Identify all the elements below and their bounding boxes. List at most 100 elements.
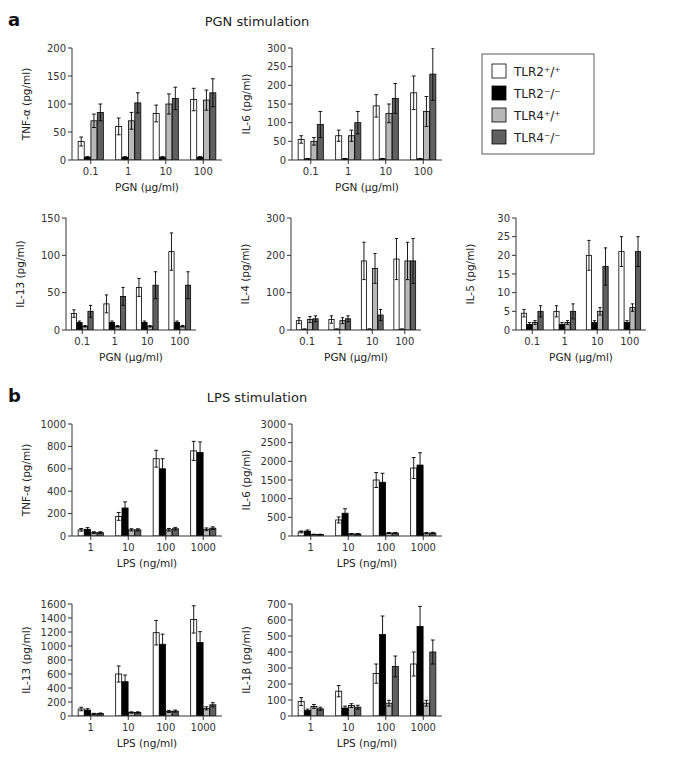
legend-swatch bbox=[492, 64, 506, 78]
y-tick bbox=[288, 480, 292, 481]
legend-label: TLR4⁺/⁺ bbox=[513, 109, 561, 123]
error-bar bbox=[299, 698, 303, 706]
y-tick-label: 3000 bbox=[261, 419, 286, 430]
error-bar bbox=[136, 712, 140, 713]
error-bar bbox=[186, 272, 189, 299]
bar bbox=[160, 644, 166, 716]
y-axis-label: IL-4 (pg/ml) bbox=[239, 244, 251, 305]
y-tick-label: 50 bbox=[53, 127, 66, 138]
y-tick bbox=[288, 85, 292, 86]
x-tick bbox=[310, 716, 311, 720]
error-bar bbox=[425, 700, 429, 706]
error-bar bbox=[79, 528, 83, 531]
y-tick-label: 5 bbox=[504, 306, 510, 317]
x-tick-label: 1 bbox=[308, 722, 314, 733]
error-bar bbox=[330, 316, 333, 323]
error-bar bbox=[412, 652, 416, 676]
error-bar bbox=[387, 700, 391, 706]
error-bar bbox=[79, 707, 83, 711]
error-bar bbox=[79, 137, 83, 146]
y-tick bbox=[512, 255, 516, 256]
error-bar bbox=[299, 531, 303, 533]
x-axis-line bbox=[292, 536, 442, 537]
x-tick bbox=[385, 716, 386, 720]
y-tick bbox=[288, 48, 292, 49]
error-bar bbox=[98, 713, 102, 714]
panel-label: b bbox=[8, 385, 21, 406]
y-tick-label: 200 bbox=[47, 508, 66, 519]
bar bbox=[97, 533, 103, 536]
x-axis-label: PGN (μg/ml) bbox=[99, 351, 163, 363]
x-tick bbox=[203, 160, 204, 164]
error-bar bbox=[411, 239, 414, 284]
error-bar bbox=[170, 233, 173, 270]
y-tick-label: 800 bbox=[47, 655, 66, 666]
figure: PGN stimulationa0501001502000.1110100PGN… bbox=[0, 0, 700, 772]
y-axis-label: IL-13 (pg/ml) bbox=[14, 240, 26, 307]
x-axis-line bbox=[516, 330, 646, 331]
error-bar bbox=[431, 640, 435, 664]
x-axis-label: PGN (μg/ml) bbox=[324, 351, 388, 363]
chart: 020040060080010001200140016001101001000L… bbox=[20, 599, 222, 750]
error-bar bbox=[306, 158, 310, 160]
y-tick bbox=[287, 330, 291, 331]
error-bar bbox=[374, 95, 378, 117]
error-bar bbox=[593, 321, 596, 325]
bar bbox=[191, 451, 197, 536]
x-tick bbox=[532, 330, 533, 334]
error-bar bbox=[318, 111, 322, 137]
y-tick-label: 2500 bbox=[261, 437, 286, 448]
x-tick-label: 10 bbox=[122, 722, 135, 733]
chart: 0501001500.1110100PGN (μg/ml)IL-13 (pg/m… bbox=[14, 213, 196, 364]
y-tick bbox=[68, 646, 72, 647]
error-bar bbox=[312, 704, 316, 708]
y-tick bbox=[288, 160, 292, 161]
x-tick-label: 1 bbox=[337, 336, 343, 347]
y-axis-line bbox=[72, 424, 73, 536]
x-axis-line bbox=[72, 536, 222, 537]
error-bar bbox=[92, 713, 96, 714]
x-tick-label: 100 bbox=[194, 166, 213, 177]
error-bar bbox=[110, 321, 113, 324]
panel-title: PGN stimulation bbox=[205, 14, 310, 29]
bar bbox=[91, 533, 97, 536]
error-bar bbox=[154, 620, 158, 645]
error-bar bbox=[306, 530, 310, 532]
y-tick bbox=[62, 292, 66, 293]
error-bar bbox=[431, 532, 435, 533]
marks bbox=[71, 233, 190, 330]
y-tick bbox=[68, 674, 72, 675]
error-bar bbox=[136, 93, 140, 113]
x-tick-label: 1 bbox=[88, 542, 94, 553]
y-tick-label: 0 bbox=[504, 325, 510, 336]
y-tick bbox=[288, 620, 292, 621]
y-tick-label: 15 bbox=[497, 269, 510, 280]
error-bar bbox=[356, 705, 360, 709]
y-tick bbox=[62, 255, 66, 256]
error-bar bbox=[173, 527, 177, 530]
y-tick bbox=[68, 48, 72, 49]
x-tick-label: 1 bbox=[562, 336, 568, 347]
x-tick bbox=[165, 160, 166, 164]
error-bar bbox=[78, 321, 81, 324]
y-tick-label: 700 bbox=[267, 599, 286, 610]
y-tick bbox=[68, 513, 72, 514]
error-bar bbox=[117, 118, 121, 135]
y-tick-label: 150 bbox=[267, 99, 286, 110]
error-bar bbox=[337, 686, 341, 697]
y-tick-label: 200 bbox=[47, 697, 66, 708]
error-bar bbox=[528, 323, 531, 327]
x-axis-label: LPS (ng/ml) bbox=[337, 557, 397, 569]
error-bar bbox=[418, 453, 422, 478]
error-bar bbox=[341, 318, 344, 324]
legend-label: TLR4⁻/⁻ bbox=[513, 131, 561, 145]
y-tick bbox=[287, 218, 291, 219]
y-tick bbox=[288, 424, 292, 425]
marks bbox=[296, 239, 415, 330]
y-tick-label: 50 bbox=[47, 287, 60, 298]
y-axis-label: IL-1β (pg/ml) bbox=[240, 626, 252, 693]
x-tick-label: 100 bbox=[376, 722, 395, 733]
x-tick bbox=[385, 536, 386, 540]
x-tick bbox=[90, 536, 91, 540]
y-tick-label: 200 bbox=[266, 250, 285, 261]
